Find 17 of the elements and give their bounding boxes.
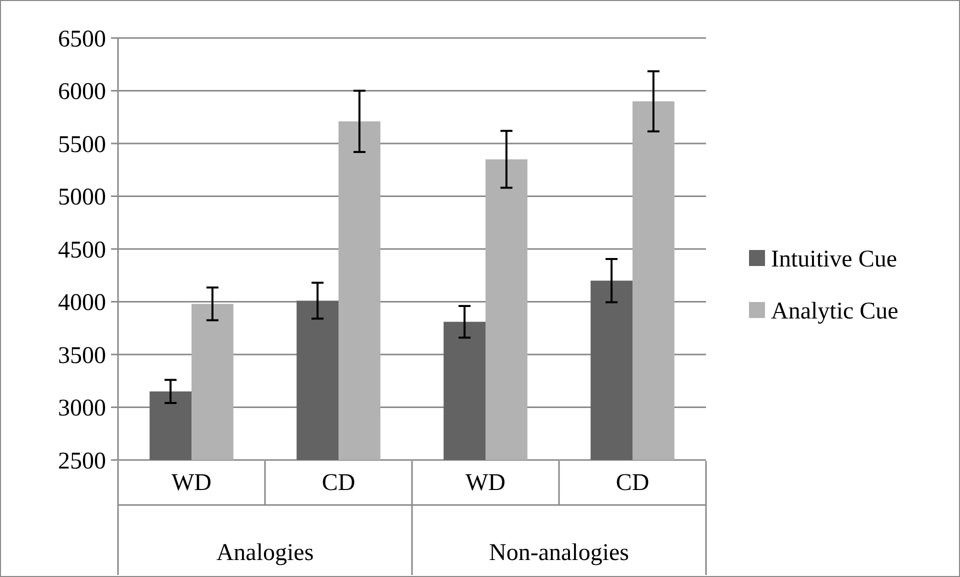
y-tick-label: 4500: [58, 237, 106, 264]
y-tick-label: 6000: [58, 79, 106, 106]
x-tick-label: CD: [616, 470, 650, 496]
y-tick-label: 4000: [58, 290, 106, 316]
y-tick-label: 6500: [58, 26, 106, 52]
text: Non-analogies: [489, 540, 629, 566]
x-tick-label: CD: [322, 470, 356, 496]
y-tick-label: 3500: [58, 342, 106, 369]
text: Analogies: [216, 540, 314, 566]
y-tick-label: 5500: [58, 132, 106, 158]
y-tick-label: 3000: [58, 396, 106, 422]
y-tick-label: 2500: [58, 448, 106, 474]
legend-label: Intuitive Cue: [771, 246, 897, 272]
legend-label: Analytic Cue: [771, 298, 898, 324]
x-tick-label: WD: [172, 470, 212, 496]
y-tick-label: 5000: [58, 184, 106, 211]
x-tick-label: WD: [466, 470, 506, 496]
